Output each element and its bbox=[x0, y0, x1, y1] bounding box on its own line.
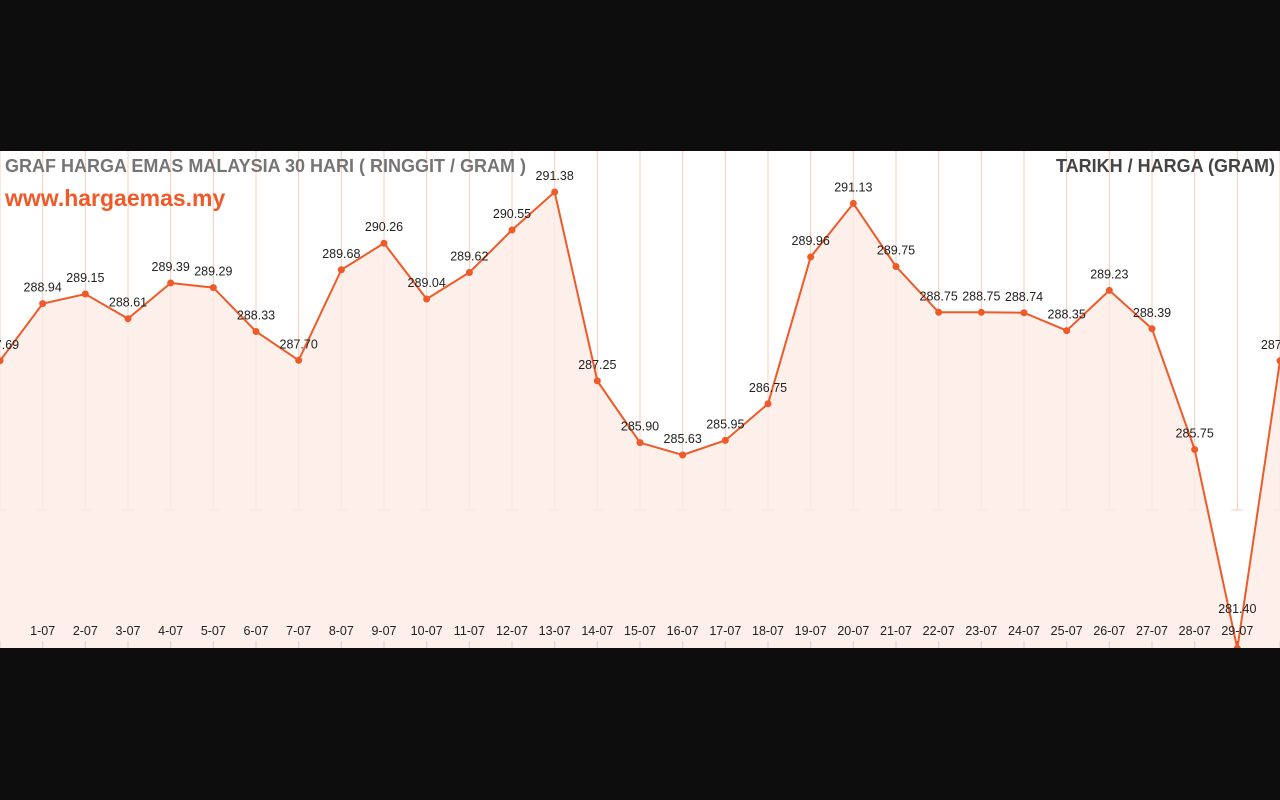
x-tick-label: 28-07 bbox=[1179, 624, 1211, 638]
area-fill bbox=[0, 192, 1280, 648]
legend-title: TARIKH / HARGA (GRAM) bbox=[1056, 156, 1275, 176]
x-tick-label: 7-07 bbox=[286, 624, 311, 638]
data-label: 286.75 bbox=[749, 381, 787, 395]
data-label: 289.15 bbox=[66, 271, 104, 285]
data-label: 289.68 bbox=[322, 247, 360, 261]
x-tick-label: 5-07 bbox=[201, 624, 226, 638]
data-point bbox=[1191, 446, 1199, 454]
data-label: 289.39 bbox=[152, 260, 190, 274]
data-point bbox=[508, 226, 516, 234]
data-point bbox=[636, 439, 644, 447]
data-label: 289.96 bbox=[792, 234, 830, 248]
data-point bbox=[892, 263, 900, 271]
x-tick-label: 8-07 bbox=[329, 624, 354, 638]
x-tick-label: 4-07 bbox=[158, 624, 183, 638]
data-point bbox=[337, 266, 345, 274]
x-tick-label: 17-07 bbox=[709, 624, 741, 638]
x-tick-label: 25-07 bbox=[1051, 624, 1083, 638]
data-point bbox=[935, 308, 943, 316]
data-point bbox=[764, 400, 772, 408]
data-label: 290.55 bbox=[493, 207, 531, 221]
x-tick-label: 20-07 bbox=[837, 624, 869, 638]
data-label: 287.25 bbox=[578, 358, 616, 372]
x-tick-label: 24-07 bbox=[1008, 624, 1040, 638]
data-label: 291.13 bbox=[834, 180, 872, 194]
data-label: 289.62 bbox=[450, 250, 488, 264]
data-point bbox=[1020, 309, 1028, 317]
data-point bbox=[1276, 357, 1280, 365]
data-point bbox=[807, 253, 815, 261]
data-label: 285.95 bbox=[706, 417, 744, 431]
data-label: 288.61 bbox=[109, 296, 147, 310]
chart-title: GRAF HARGA EMAS MALAYSIA 30 HARI ( RINGG… bbox=[5, 156, 527, 176]
data-point bbox=[167, 279, 175, 287]
x-tick-label: 26-07 bbox=[1093, 624, 1125, 638]
data-point bbox=[679, 451, 687, 459]
data-point bbox=[1063, 327, 1071, 335]
data-point bbox=[721, 436, 729, 444]
data-point bbox=[593, 377, 601, 385]
data-label: 287.70 bbox=[280, 337, 318, 351]
x-tick-label: 11-07 bbox=[454, 624, 485, 638]
data-label: 289.75 bbox=[877, 244, 915, 258]
x-tick-label: 18-07 bbox=[752, 624, 784, 638]
x-tick-label: 2-07 bbox=[73, 624, 98, 638]
data-point bbox=[380, 239, 388, 247]
data-point bbox=[0, 357, 4, 365]
data-label: 288.75 bbox=[962, 289, 1000, 303]
x-tick-label: 21-07 bbox=[880, 624, 912, 638]
price-chart: 287.69 288.94 1-07 289.15 2-07 288.61 3-07 289.… bbox=[0, 151, 1280, 648]
data-point bbox=[977, 308, 985, 316]
x-tick-label: 3-07 bbox=[115, 624, 140, 638]
data-label: 288.39 bbox=[1133, 306, 1171, 320]
x-tick-label: 19-07 bbox=[795, 624, 827, 638]
data-label: 288.35 bbox=[1048, 308, 1086, 322]
x-tick-label: 13-07 bbox=[539, 624, 571, 638]
data-label: 289.23 bbox=[1090, 267, 1128, 281]
data-label: 285.75 bbox=[1176, 427, 1214, 441]
data-label: 285.63 bbox=[664, 432, 702, 446]
x-tick-label: 14-07 bbox=[581, 624, 613, 638]
data-point bbox=[39, 300, 47, 308]
data-point bbox=[551, 188, 559, 196]
data-point bbox=[295, 356, 303, 364]
data-point bbox=[209, 284, 217, 292]
x-tick-label: 22-07 bbox=[923, 624, 955, 638]
x-tick-label: 27-07 bbox=[1136, 624, 1168, 638]
data-label: 288.75 bbox=[920, 289, 958, 303]
x-tick-label: 15-07 bbox=[624, 624, 656, 638]
x-tick-label: 6-07 bbox=[243, 624, 268, 638]
site-link[interactable]: www.hargaemas.my bbox=[5, 185, 226, 211]
data-point bbox=[465, 269, 473, 277]
data-label: 288.33 bbox=[237, 309, 275, 323]
data-label: 288.94 bbox=[24, 281, 62, 295]
data-point bbox=[423, 295, 431, 303]
data-point bbox=[252, 328, 260, 336]
data-label: 289.04 bbox=[408, 276, 446, 290]
data-label: 288.74 bbox=[1005, 290, 1043, 304]
data-point bbox=[1233, 644, 1241, 648]
data-label: 287.69 bbox=[1261, 338, 1280, 352]
data-label: 290.26 bbox=[365, 220, 403, 234]
x-tick-label: 10-07 bbox=[411, 624, 443, 638]
data-label: 285.90 bbox=[621, 420, 659, 434]
x-tick-label: 12-07 bbox=[496, 624, 528, 638]
data-point bbox=[849, 199, 857, 207]
data-point bbox=[81, 290, 89, 298]
data-label: 281.40 bbox=[1218, 602, 1256, 616]
data-label: 289.29 bbox=[194, 265, 232, 279]
data-label: 287.69 bbox=[0, 338, 19, 352]
x-tick-label: 29-07 bbox=[1221, 624, 1253, 638]
x-tick-label: 16-07 bbox=[667, 624, 699, 638]
data-point bbox=[1105, 286, 1113, 294]
x-tick-label: 1-07 bbox=[30, 624, 55, 638]
data-label: 291.38 bbox=[536, 169, 574, 183]
data-point bbox=[1148, 325, 1156, 333]
chart-panel: 287.69 288.94 1-07 289.15 2-07 288.61 3-07 289.… bbox=[0, 151, 1280, 648]
x-tick-label: 9-07 bbox=[371, 624, 396, 638]
data-point bbox=[124, 315, 132, 323]
x-tick-label: 23-07 bbox=[965, 624, 997, 638]
